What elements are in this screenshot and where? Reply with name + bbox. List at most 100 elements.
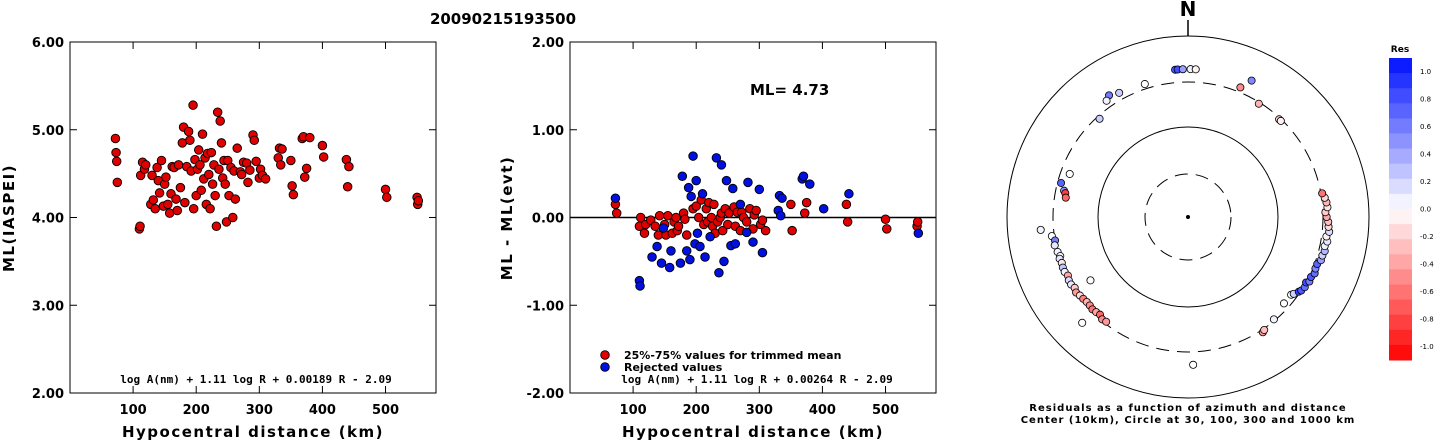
data-point bbox=[299, 172, 310, 182]
magnitude-formula: log A(nm) + 1.11 log R + 0.00264 R - 2.0… bbox=[621, 373, 893, 386]
data-point bbox=[288, 189, 299, 200]
colorbar-tick-label: 0.0 bbox=[1420, 206, 1431, 214]
data-point bbox=[681, 230, 692, 240]
x-axis-label: Hypocentral distance (km) bbox=[622, 423, 884, 441]
colorbar-swatch bbox=[1389, 224, 1412, 240]
station-marker bbox=[1178, 65, 1187, 74]
data-point bbox=[317, 140, 328, 151]
data-point bbox=[220, 179, 230, 189]
data-point bbox=[691, 175, 701, 186]
colorbar-swatch bbox=[1389, 344, 1412, 361]
data-point bbox=[251, 156, 261, 167]
y-axis-label: ML - ML(evt) bbox=[498, 156, 516, 280]
y-tick-label: 1.00 bbox=[532, 124, 564, 139]
data-point bbox=[719, 256, 729, 267]
data-point bbox=[716, 160, 727, 170]
data-point bbox=[207, 179, 218, 189]
data-point bbox=[683, 182, 694, 193]
data-point bbox=[680, 214, 690, 225]
x-tick-label: 100 bbox=[620, 403, 647, 418]
station-marker bbox=[1065, 169, 1074, 178]
station-marker bbox=[1236, 83, 1245, 92]
data-point bbox=[183, 126, 194, 137]
colorbar-swatch bbox=[1389, 269, 1412, 285]
data-point bbox=[700, 252, 710, 262]
data-point bbox=[709, 199, 719, 210]
station-marker bbox=[1279, 299, 1288, 308]
x-axis-ticks: 100 200 300 400 500 bbox=[120, 42, 399, 418]
data-point bbox=[318, 152, 329, 162]
colorbar-tick-label: -1.0 bbox=[1420, 343, 1434, 351]
data-point bbox=[728, 183, 738, 194]
data-point bbox=[691, 201, 701, 211]
magnitude-formula: log A(nm) + 1.11 log R + 0.00189 R - 2.0… bbox=[120, 373, 392, 386]
data-point bbox=[787, 225, 797, 236]
data-point bbox=[656, 258, 667, 268]
data-point bbox=[681, 246, 692, 256]
y-axis-ticks: -2.00 -1.00 0.00 1.00 2.00 bbox=[527, 36, 936, 402]
data-point bbox=[210, 190, 220, 201]
x-tick-label: 400 bbox=[809, 403, 836, 418]
data-point bbox=[714, 268, 724, 278]
colorbar-tick-label: -0.4 bbox=[1420, 260, 1434, 268]
data-point bbox=[801, 197, 812, 208]
station-marker bbox=[1115, 88, 1124, 97]
outer-circle-1000km bbox=[1006, 35, 1370, 399]
colorbar-tick-label: 1.0 bbox=[1420, 68, 1431, 76]
colorbar-swatch bbox=[1389, 239, 1412, 255]
data-point bbox=[380, 184, 391, 195]
data-point bbox=[344, 161, 354, 172]
data-point bbox=[197, 129, 208, 139]
data-point bbox=[305, 132, 315, 143]
legend-blue-marker bbox=[600, 362, 610, 372]
colorbar-swatch bbox=[1389, 73, 1412, 89]
data-point bbox=[664, 262, 675, 273]
data-point bbox=[695, 241, 705, 252]
data-point bbox=[216, 138, 227, 148]
x-tick-label: 100 bbox=[120, 403, 147, 418]
legend-blue-label: Rejected values bbox=[624, 361, 723, 374]
data-point bbox=[650, 221, 660, 232]
data-point bbox=[741, 227, 752, 238]
station-marker bbox=[1086, 276, 1095, 285]
data-point bbox=[882, 224, 892, 234]
station-marker bbox=[1050, 241, 1059, 250]
station-marker bbox=[1102, 96, 1111, 105]
data-point bbox=[185, 135, 195, 146]
x-tick-label: 200 bbox=[183, 403, 210, 418]
y-tick-label: 0.00 bbox=[532, 212, 564, 227]
figure-title: 20090215193500 bbox=[430, 10, 576, 28]
data-point bbox=[286, 155, 296, 166]
station-marker bbox=[1191, 65, 1200, 74]
data-point bbox=[841, 199, 852, 210]
colorbar-swatch bbox=[1389, 58, 1412, 74]
colorbar-swatch bbox=[1389, 329, 1412, 346]
data-point bbox=[301, 163, 312, 174]
data-point bbox=[156, 155, 167, 166]
colorbar-tick-label: 0.6 bbox=[1420, 123, 1432, 131]
station-marker bbox=[1036, 225, 1045, 234]
data-point bbox=[212, 107, 223, 117]
y-tick-label: -2.00 bbox=[527, 387, 564, 402]
data-point bbox=[912, 217, 923, 227]
caption-line-1: Residuals as a function of azimuth and d… bbox=[1029, 403, 1346, 414]
data-point bbox=[112, 177, 123, 188]
data-point bbox=[243, 177, 253, 188]
data-point bbox=[671, 212, 681, 223]
data-point bbox=[161, 172, 171, 182]
data-point bbox=[215, 116, 225, 126]
data-point bbox=[188, 203, 199, 214]
data-point bbox=[692, 228, 703, 239]
data-point bbox=[818, 203, 829, 214]
data-point bbox=[196, 185, 207, 196]
station-marker bbox=[1276, 116, 1285, 125]
data-point bbox=[277, 144, 287, 154]
data-point bbox=[686, 191, 696, 202]
data-point bbox=[721, 175, 732, 186]
y-tick-label: 4.00 bbox=[32, 212, 64, 227]
data-point bbox=[677, 171, 688, 182]
colorbar-swatch bbox=[1389, 133, 1412, 150]
data-point bbox=[751, 205, 761, 216]
data-point bbox=[675, 258, 686, 268]
